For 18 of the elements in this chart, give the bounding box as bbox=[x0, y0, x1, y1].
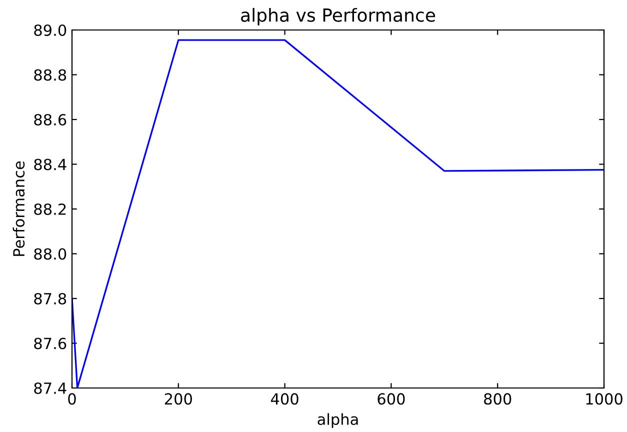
x-tick-label: 1000 bbox=[586, 393, 622, 405]
y-tick-label: 88.0 bbox=[34, 248, 66, 260]
y-tick-label: 88.4 bbox=[34, 158, 66, 170]
y-tick-label: 87.8 bbox=[34, 292, 66, 305]
chart-title: alpha vs Performance bbox=[241, 8, 436, 26]
x-tick-label: 200 bbox=[164, 393, 192, 405]
y-tick-label: 88.6 bbox=[34, 114, 66, 126]
x-tick-label: 400 bbox=[270, 393, 298, 405]
y-axis-title: Performance bbox=[12, 161, 25, 256]
x-tick-label: 0 bbox=[68, 393, 76, 405]
y-tick-label: 87.4 bbox=[34, 382, 66, 394]
x-axis-title: alpha bbox=[318, 413, 358, 428]
y-tick-label: 88.2 bbox=[34, 203, 66, 216]
x-tick-label: 600 bbox=[378, 393, 405, 405]
x-tick-label: 800 bbox=[484, 393, 512, 405]
y-tick-label: 87.6 bbox=[34, 338, 66, 350]
y-tick-label: 89.0 bbox=[34, 24, 66, 36]
y-tick-label: 88.8 bbox=[34, 69, 66, 81]
